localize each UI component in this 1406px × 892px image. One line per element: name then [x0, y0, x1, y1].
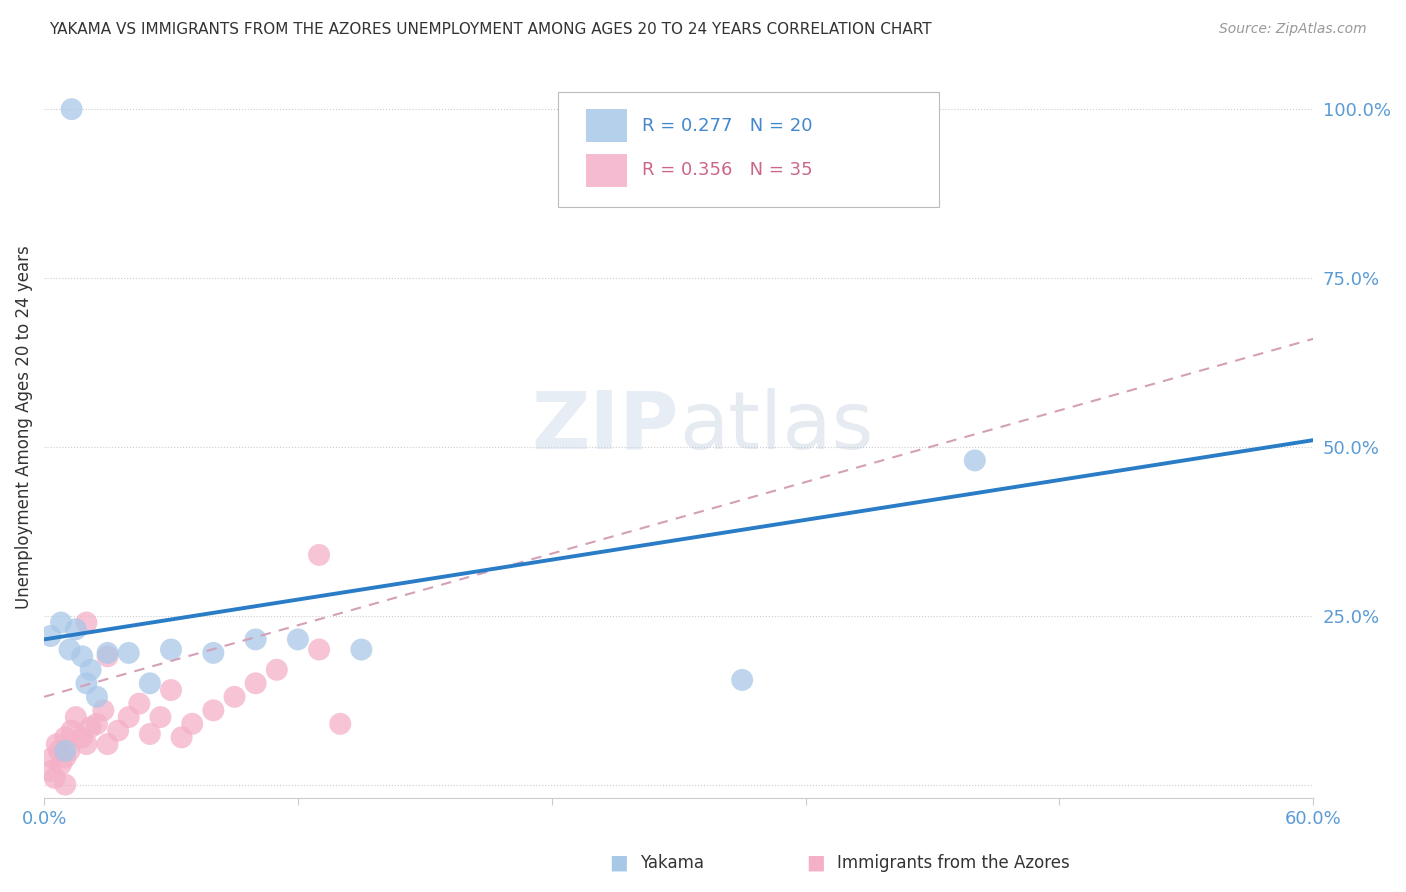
Point: [350, 642, 373, 657]
Point: [75, 676, 97, 690]
Point: [139, 676, 162, 690]
Point: [75, 737, 97, 751]
Text: ▪: ▪: [609, 849, 628, 878]
Point: [65, 710, 87, 724]
Point: [58, 642, 80, 657]
Point: [245, 676, 267, 690]
Point: [329, 716, 352, 731]
Point: [266, 663, 288, 677]
Point: [60, 723, 83, 738]
Point: [48, 744, 70, 758]
Point: [287, 632, 309, 647]
Point: [160, 642, 183, 657]
Point: [49, 615, 72, 630]
Point: [75, 615, 97, 630]
Point: [107, 723, 129, 738]
Point: [70, 731, 93, 745]
Point: [58, 744, 80, 758]
Point: [245, 632, 267, 647]
Point: [181, 716, 204, 731]
Point: [39, 764, 62, 778]
Point: [70, 649, 93, 664]
Point: [963, 453, 986, 467]
Point: [224, 690, 246, 704]
Text: Immigrants from the Azores: Immigrants from the Azores: [837, 855, 1070, 872]
Point: [53, 731, 76, 745]
Point: [53, 750, 76, 764]
Point: [118, 646, 141, 660]
Text: YAKAMA VS IMMIGRANTS FROM THE AZORES UNEMPLOYMENT AMONG AGES 20 TO 24 YEARS CORR: YAKAMA VS IMMIGRANTS FROM THE AZORES UNE…: [49, 22, 932, 37]
Point: [91, 703, 114, 717]
Text: R = 0.356   N = 35: R = 0.356 N = 35: [643, 161, 813, 179]
Point: [49, 757, 72, 772]
Point: [731, 673, 754, 687]
Text: R = 0.277   N = 20: R = 0.277 N = 20: [643, 117, 813, 135]
Point: [53, 778, 76, 792]
Point: [97, 649, 120, 664]
Point: [79, 720, 101, 734]
Point: [39, 629, 62, 643]
Text: ZIP: ZIP: [531, 388, 679, 466]
Point: [79, 663, 101, 677]
Point: [60, 102, 83, 116]
Point: [97, 737, 120, 751]
Point: [118, 710, 141, 724]
Text: Source: ZipAtlas.com: Source: ZipAtlas.com: [1219, 22, 1367, 37]
Point: [149, 710, 172, 724]
Point: [44, 771, 66, 785]
Point: [202, 646, 225, 660]
Point: [97, 646, 120, 660]
Point: [45, 737, 67, 751]
Bar: [586, 153, 627, 187]
Point: [128, 697, 150, 711]
Point: [202, 703, 225, 717]
Point: [86, 716, 108, 731]
Point: [170, 731, 193, 745]
Point: [86, 690, 108, 704]
Point: [139, 727, 162, 741]
Point: [41, 750, 63, 764]
FancyBboxPatch shape: [558, 92, 939, 208]
Point: [308, 548, 330, 562]
Point: [308, 642, 330, 657]
Point: [65, 622, 87, 636]
Y-axis label: Unemployment Among Ages 20 to 24 years: Unemployment Among Ages 20 to 24 years: [15, 244, 32, 608]
Point: [53, 744, 76, 758]
Point: [160, 683, 183, 698]
Text: Yakama: Yakama: [640, 855, 704, 872]
Text: atlas: atlas: [679, 388, 873, 466]
Bar: [586, 109, 627, 143]
Text: ▪: ▪: [806, 849, 825, 878]
